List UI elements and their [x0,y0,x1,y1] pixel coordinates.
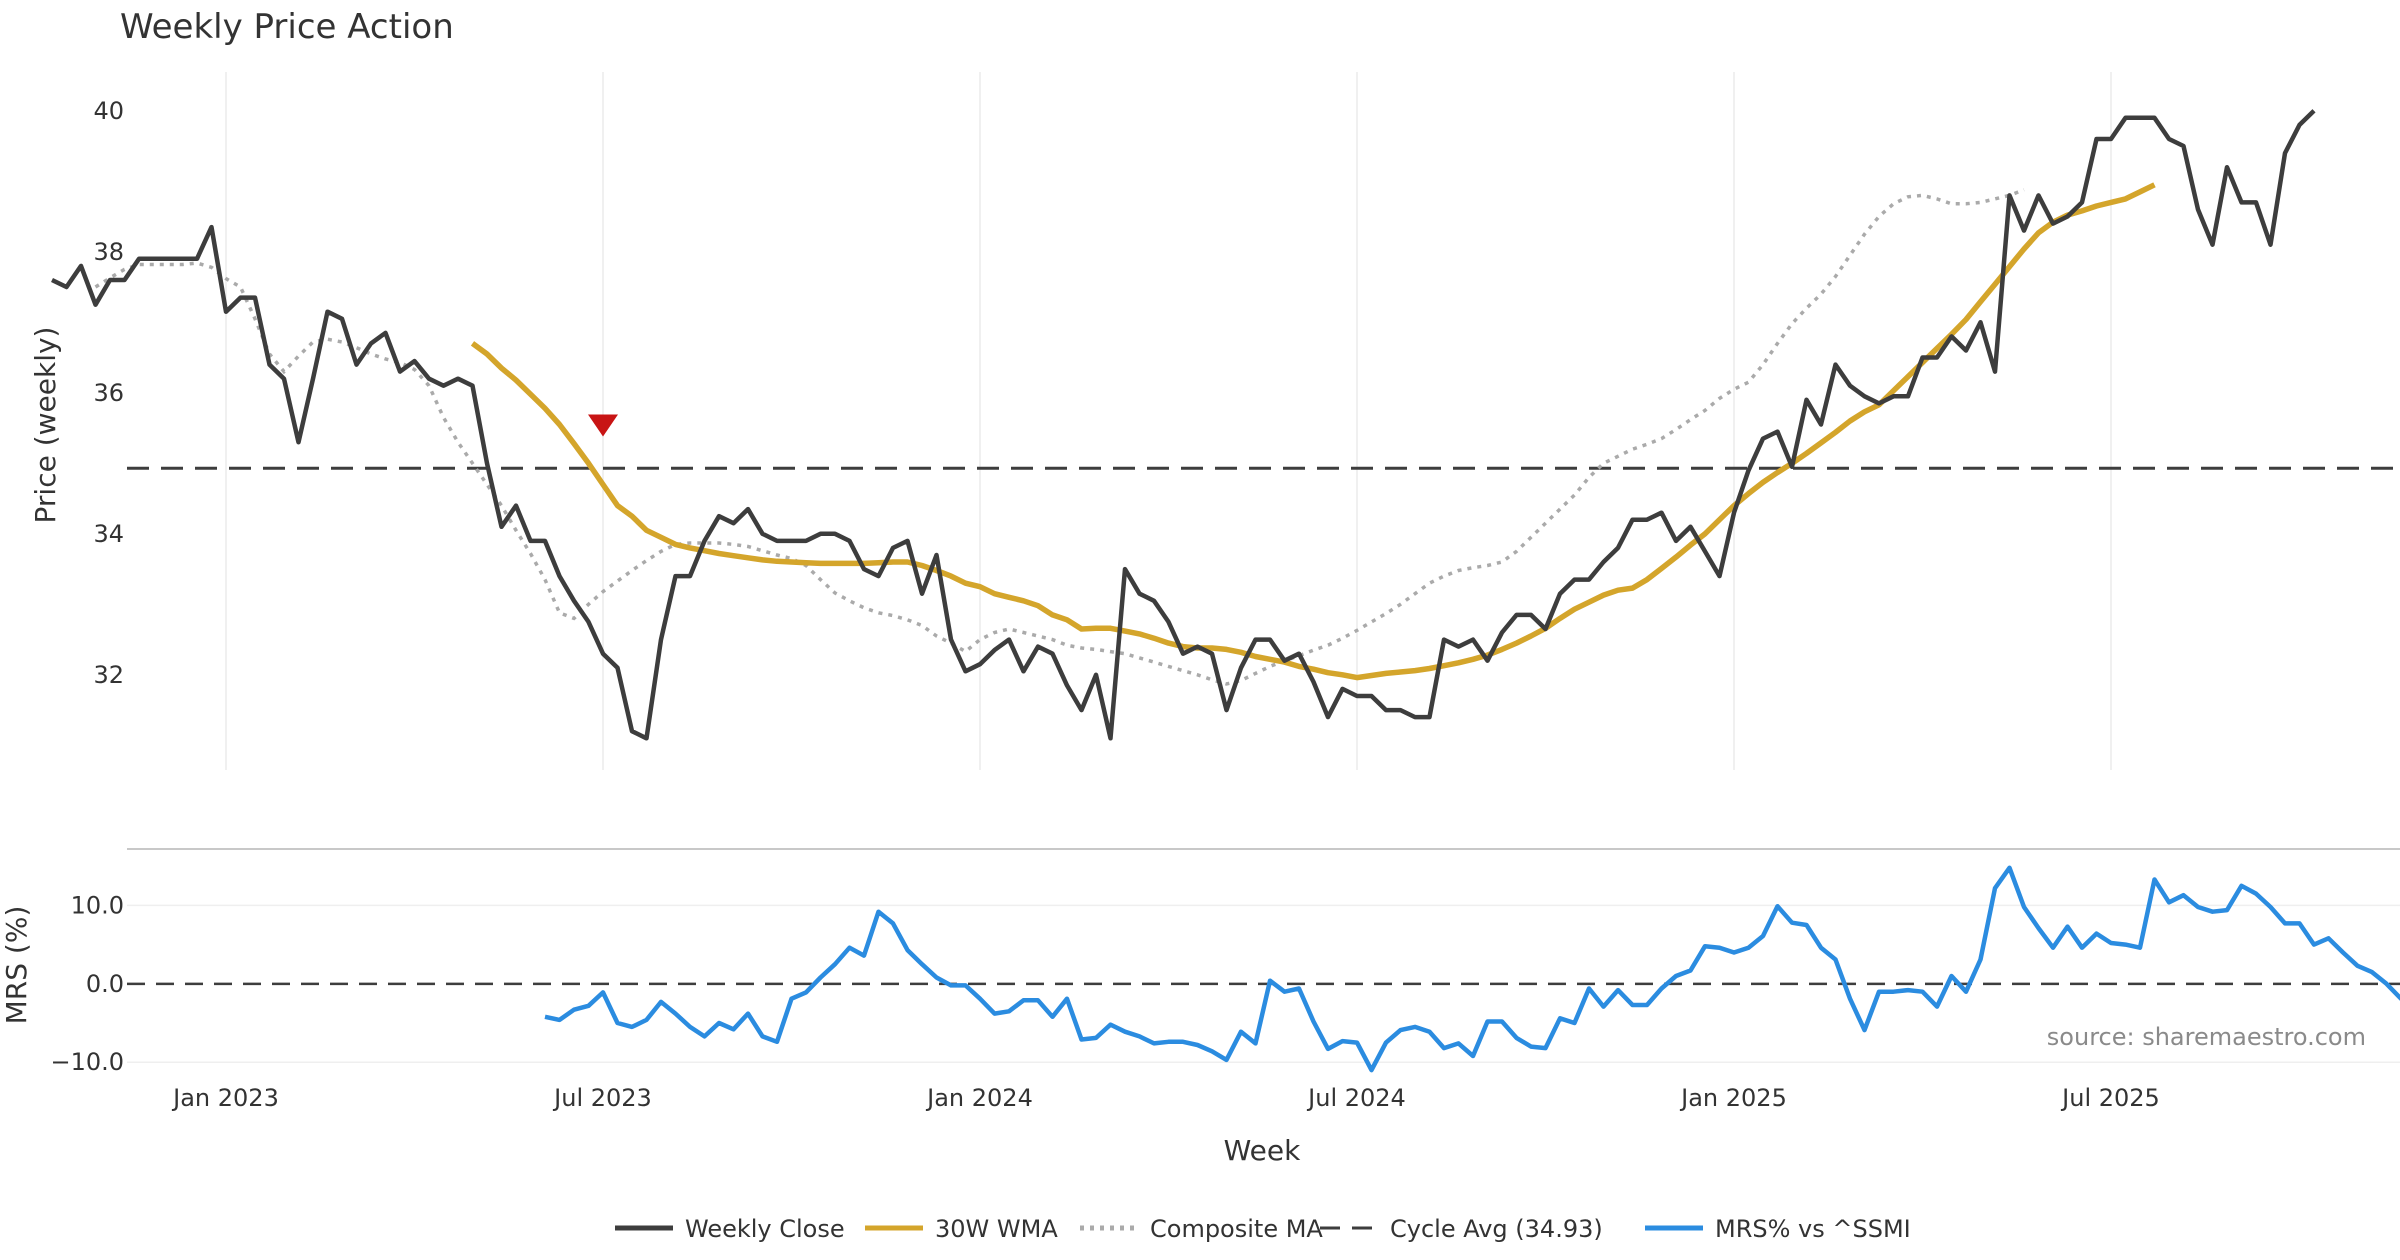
price-y-tick: 40 [93,97,124,125]
mrs-y-tick: 10.0 [71,891,124,919]
x-tick-label: Jan 2024 [925,1084,1033,1112]
mrs-y-tick: −10.0 [50,1048,124,1076]
x-tick-label: Jan 2023 [171,1084,279,1112]
x-tick-labels: Jan 2023 Jul 2023 Jan 2024 Jul 2024 Jan 2025… [171,1084,2160,1112]
chart-title: Weekly Price Action [120,7,454,47]
legend-label: 30W WMA [935,1215,1058,1243]
x-axis-label: Week [1224,1134,1301,1167]
legend-label: Weekly Close [685,1215,845,1243]
x-tick-label: Jul 2025 [2060,1084,2160,1112]
mrs-y-axis-label: MRS (%) [0,906,33,1025]
x-tick-label: Jul 2024 [1306,1084,1406,1112]
price-y-tick: 34 [93,520,124,548]
x-tick-label: Jan 2025 [1679,1084,1787,1112]
price-y-tick: 32 [93,661,124,689]
mrs-panel: −10.0 0.0 10.0 MRS (%) source: sharemaestr… [0,865,2400,1076]
mrs-y-tick: 0.0 [86,970,124,998]
legend: Weekly Close 30W WMA Composite MA Cycle Avg… [615,1215,1911,1243]
price-y-tick-labels: 32 34 36 38 40 [93,97,124,689]
sell-signal-marker [588,414,618,437]
mrs-y-tick-labels: −10.0 0.0 10.0 [50,891,124,1076]
legend-label: MRS% vs ^SSMI [1715,1215,1911,1243]
series-30w-wma [470,182,2156,681]
legend-label: Composite MA [1150,1215,1323,1243]
source-note: source: sharemaestro.com [2047,1023,2366,1051]
x-tick-label: Jul 2023 [552,1084,652,1112]
series-weekly-close [51,109,2316,741]
price-y-tick: 36 [93,379,124,407]
price-panel: 32 34 36 38 40 Price (weekly) [29,72,2400,770]
series-mrs [544,865,2400,1073]
legend-label: Cycle Avg (34.93) [1390,1215,1603,1243]
price-y-tick: 38 [93,238,124,266]
price-y-axis-label: Price (weekly) [29,327,62,524]
price-gridlines [225,72,2112,770]
